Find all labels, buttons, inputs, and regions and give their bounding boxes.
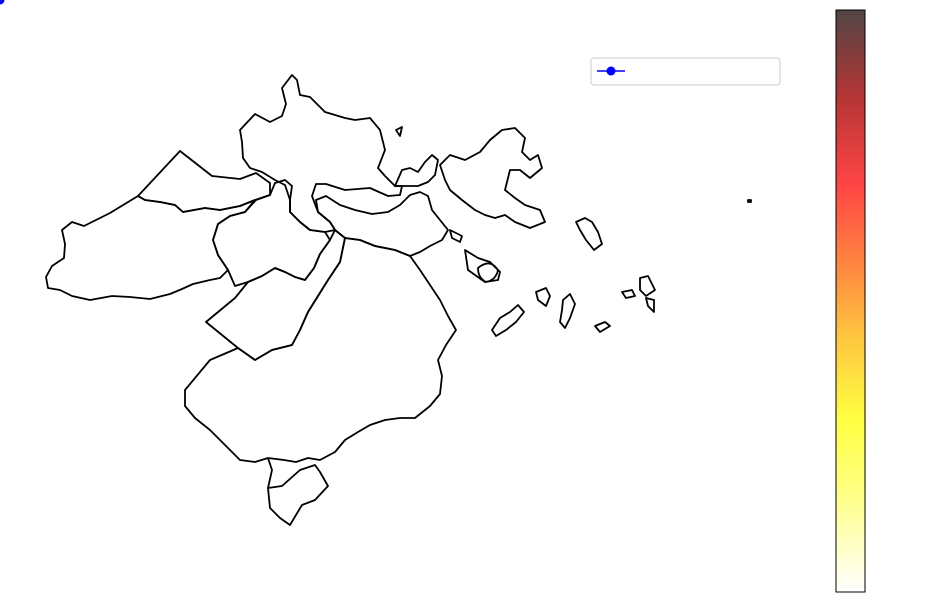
colorbar bbox=[835, 9, 866, 593]
origin-station-marker[interactable] bbox=[0, 0, 5, 5]
neighborhood-boundaries bbox=[45, 74, 752, 526]
legend-box bbox=[590, 57, 781, 86]
legend-marker-icon bbox=[606, 66, 616, 76]
colorbar-gradient bbox=[835, 9, 866, 593]
legend bbox=[590, 57, 781, 86]
